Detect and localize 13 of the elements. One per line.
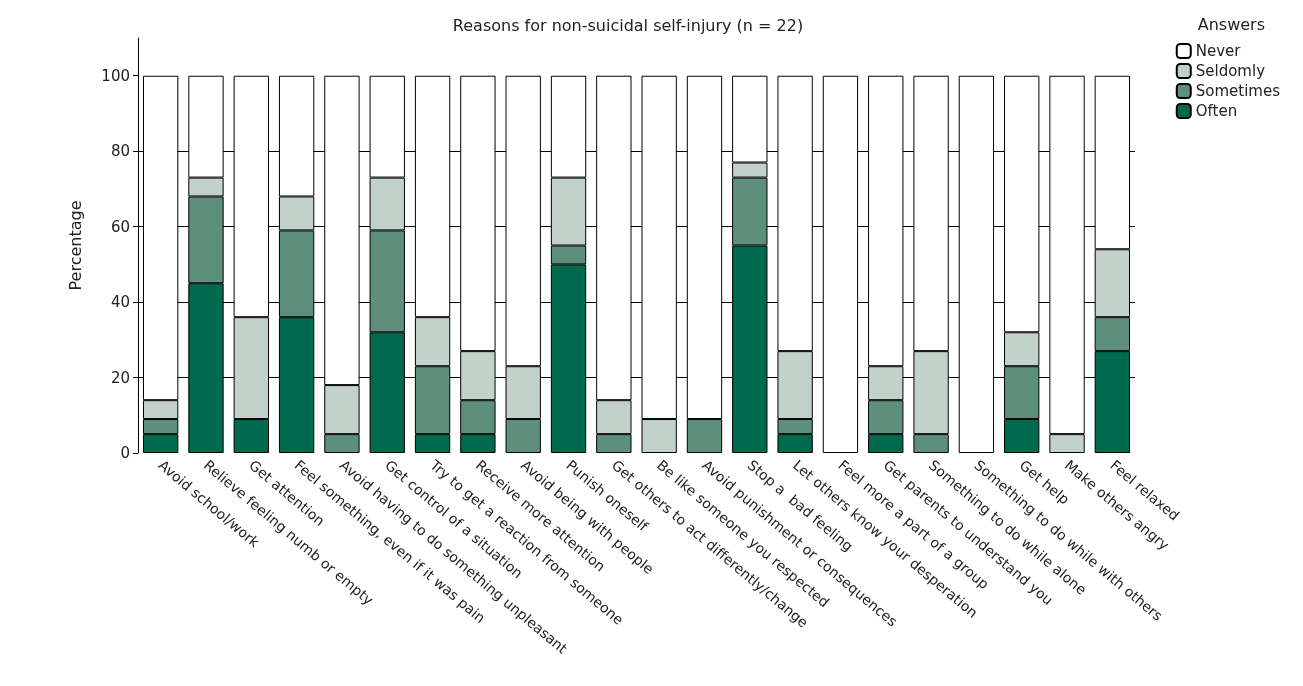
y-tick-label: 80 <box>110 142 130 161</box>
y-tick-label: 20 <box>110 368 130 387</box>
y-axis-title: Percentage <box>65 200 85 291</box>
y-tick-label: 100 <box>101 66 130 85</box>
y-tick-label: 0 <box>120 444 130 462</box>
legend-title: Answers <box>1197 14 1265 34</box>
legend-label: Seldomly <box>1195 62 1266 80</box>
legend-label: Sometimes <box>1195 82 1281 100</box>
legend-label: Often <box>1195 102 1238 120</box>
y-tick-label: 40 <box>110 293 130 312</box>
chart-title: Reasons for non-suicidal self-injury (n = 22) <box>452 15 804 35</box>
y-tick-label: 60 <box>110 217 130 236</box>
legend-label: Never <box>1195 42 1242 60</box>
